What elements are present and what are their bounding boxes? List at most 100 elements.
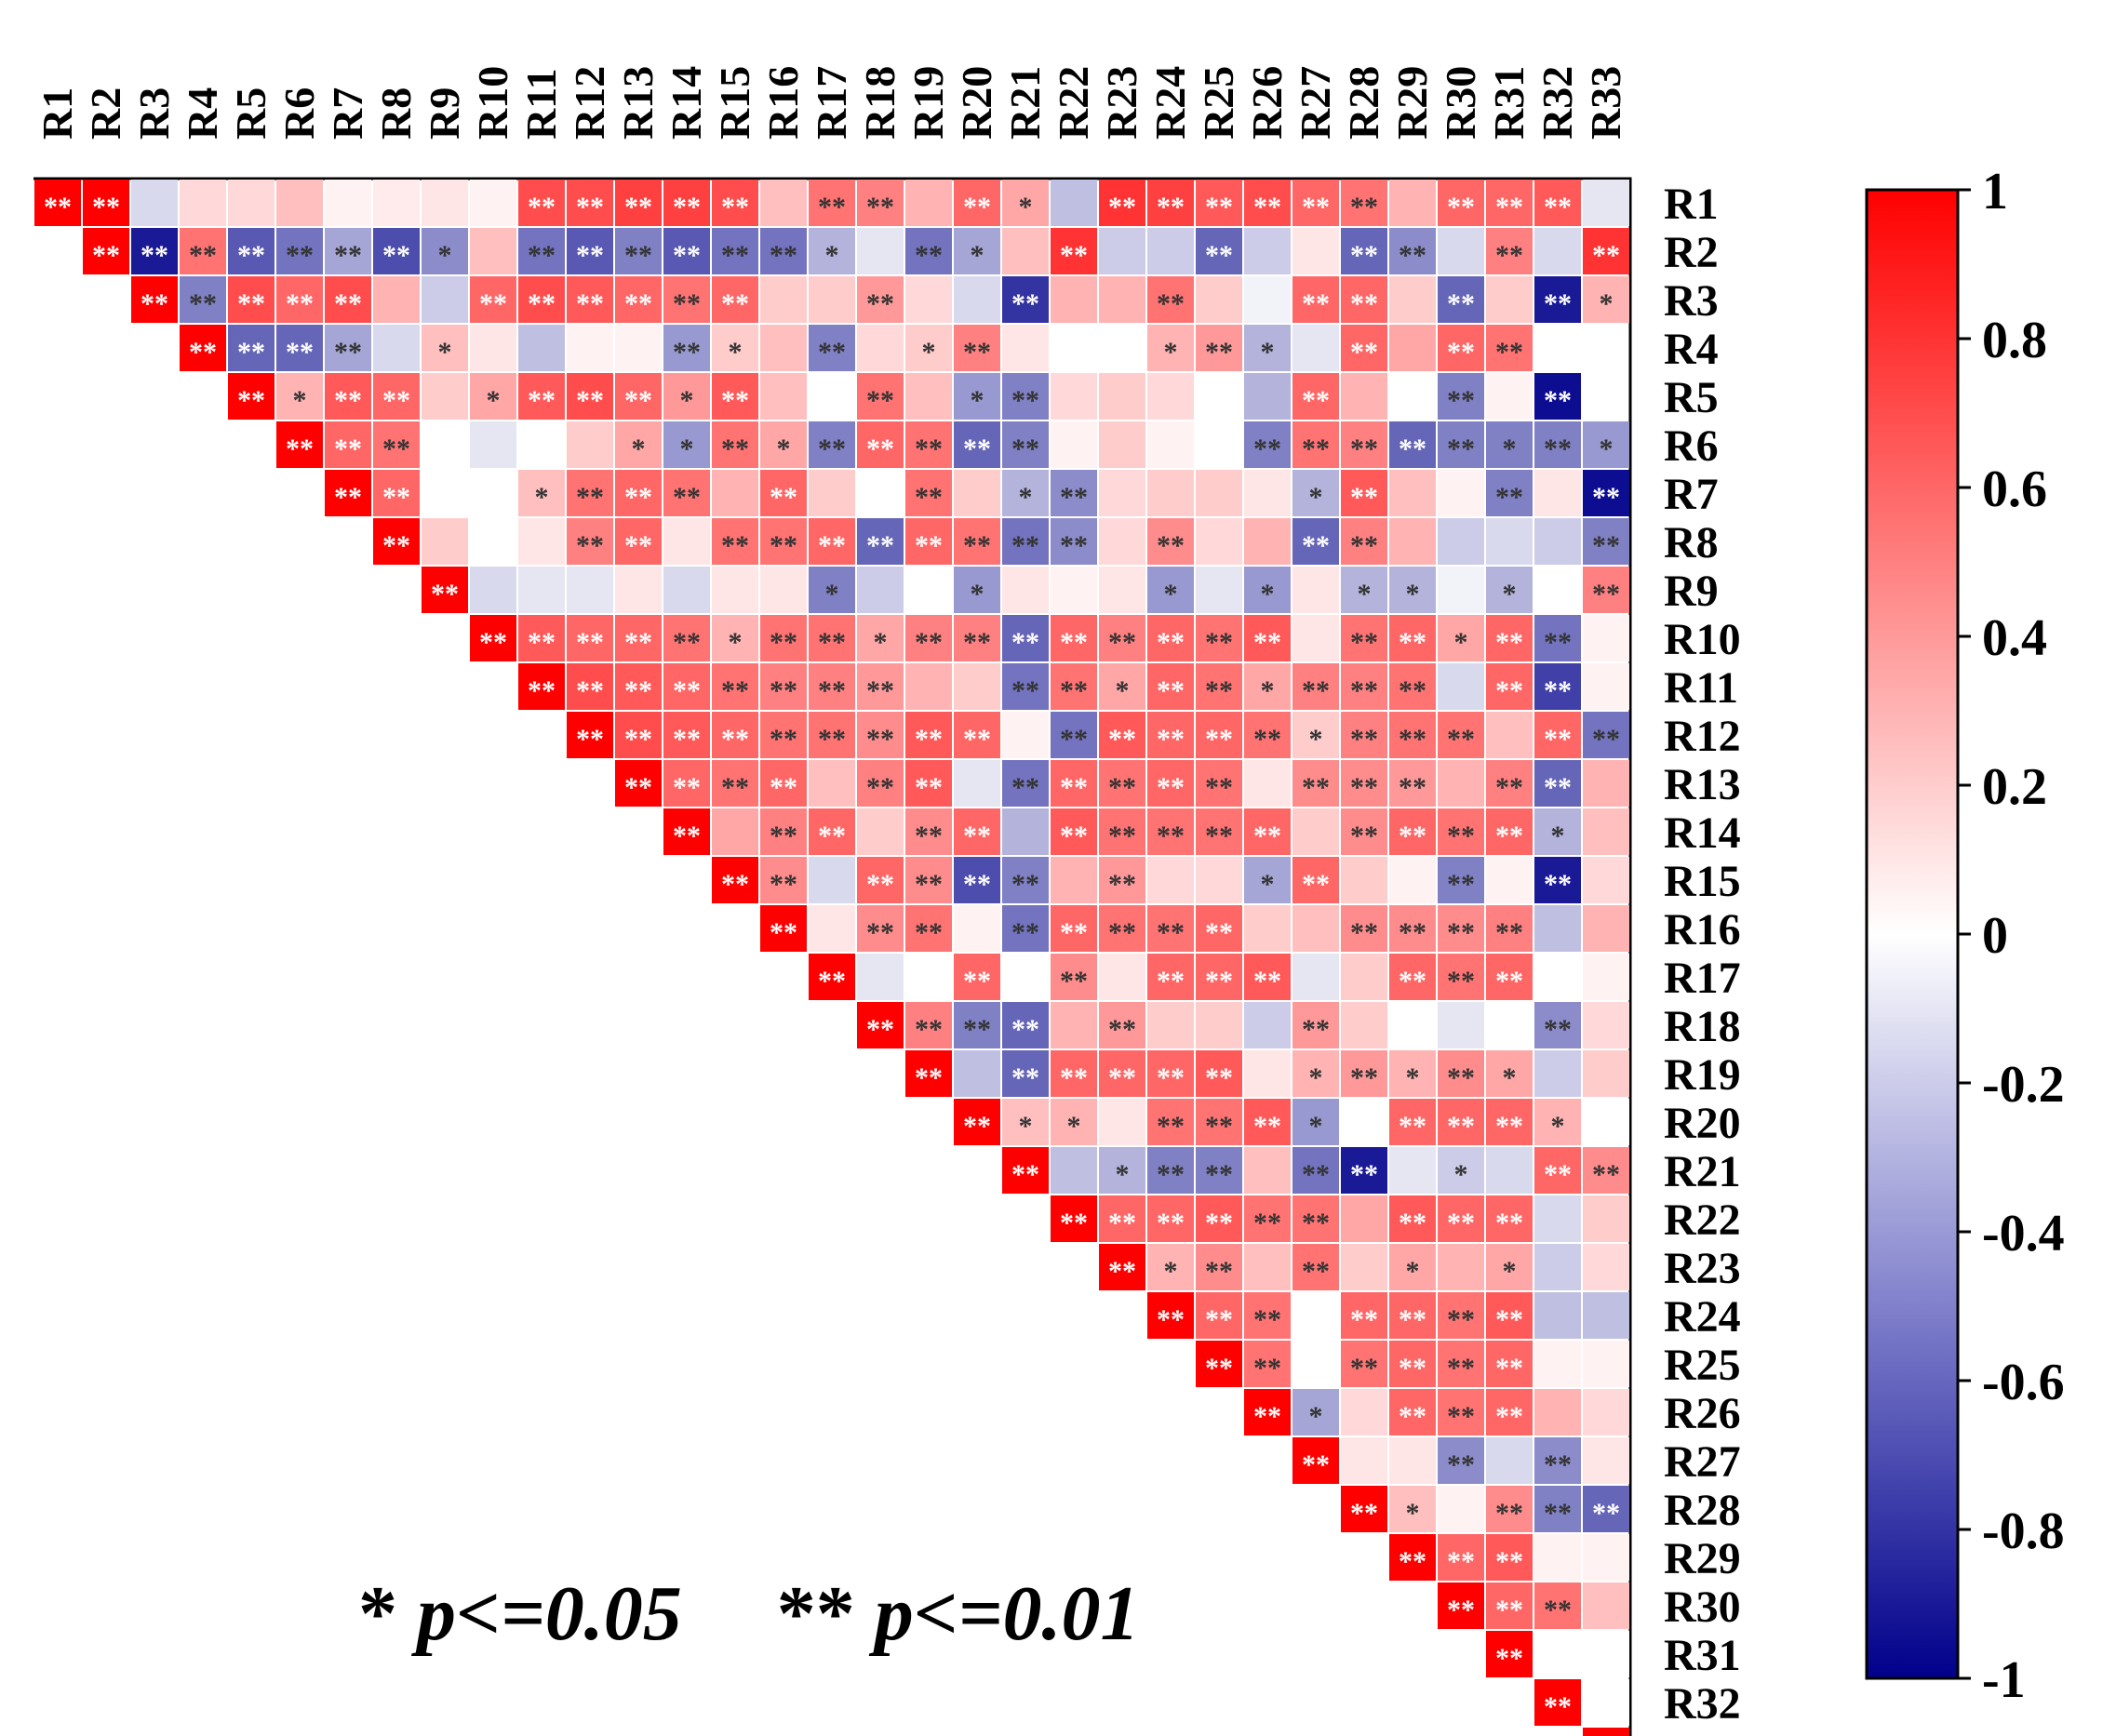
cell-R3-R6 bbox=[276, 276, 323, 323]
cell-sig-R10-R17: ** bbox=[818, 627, 846, 658]
cell-R6-R21 bbox=[1002, 421, 1049, 468]
cell-R11-R25 bbox=[1196, 663, 1242, 710]
cell-sig-R12-R24: ** bbox=[1157, 724, 1185, 754]
cell-R24-R24 bbox=[1147, 1292, 1194, 1339]
cell-R1-R3 bbox=[131, 180, 178, 226]
cell-R16-R26 bbox=[1244, 905, 1291, 952]
cell-R6-R23 bbox=[1099, 421, 1145, 468]
cell-sig-R11-R11: ** bbox=[528, 675, 556, 706]
cell-R12-R12 bbox=[567, 712, 613, 758]
cell-R11-R30 bbox=[1438, 663, 1484, 710]
cell-R2-R32 bbox=[1534, 228, 1581, 274]
cell-R2-R18 bbox=[857, 228, 904, 274]
cell-R3-R18 bbox=[857, 276, 904, 323]
cell-R6-R16 bbox=[760, 421, 807, 468]
cell-R15-R19 bbox=[905, 857, 952, 903]
cell-R9-R27 bbox=[1292, 567, 1339, 613]
cell-R8-R31 bbox=[1486, 518, 1533, 565]
cell-R13-R21 bbox=[1002, 760, 1049, 807]
cell-sig-R5-R20: * bbox=[971, 385, 984, 416]
cell-R15-R30 bbox=[1438, 857, 1484, 903]
cell-sig-R25-R28: ** bbox=[1350, 1353, 1378, 1383]
cell-sig-R13-R19: ** bbox=[915, 772, 943, 803]
cell-sig-R2-R31: ** bbox=[1495, 240, 1523, 271]
cell-R5-R31 bbox=[1486, 373, 1533, 420]
cell-sig-R6-R7: ** bbox=[334, 434, 362, 464]
cell-sig-R8-R33: ** bbox=[1592, 530, 1620, 561]
cell-sig-R21-R27: ** bbox=[1302, 1159, 1330, 1190]
row-labels: R1R2R3R4R5R6R7R8R9R10R11R12R13R14R15R16R… bbox=[1664, 180, 1741, 1736]
cell-R20-R31 bbox=[1486, 1099, 1533, 1145]
cell-R27-R31 bbox=[1486, 1437, 1533, 1484]
cell-R13-R17 bbox=[809, 760, 855, 807]
cell-R10-R13 bbox=[615, 615, 662, 661]
cell-R24-R33 bbox=[1583, 1292, 1629, 1339]
cell-sig-R10-R24: ** bbox=[1157, 627, 1185, 658]
cell-R29-R32 bbox=[1534, 1534, 1581, 1581]
cell-R18-R18 bbox=[857, 1002, 904, 1048]
cell-R2-R30 bbox=[1438, 228, 1484, 274]
cell-R11-R31 bbox=[1486, 663, 1533, 710]
cell-R14-R24 bbox=[1147, 808, 1194, 855]
cell-sig-R9-R20: * bbox=[971, 579, 984, 609]
cell-sig-R11-R12: ** bbox=[576, 675, 604, 706]
cell-R8-R27 bbox=[1292, 518, 1339, 565]
cell-R12-R20 bbox=[954, 712, 1000, 758]
cell-R4-R13 bbox=[615, 325, 662, 371]
cell-R21-R29 bbox=[1389, 1147, 1436, 1194]
cell-sig-R13-R14: ** bbox=[673, 772, 701, 803]
cell-R21-R25 bbox=[1196, 1147, 1242, 1194]
cell-sig-R1-R32: ** bbox=[1544, 192, 1572, 222]
cell-sig-R8-R21: ** bbox=[1011, 530, 1039, 561]
cell-R2-R9 bbox=[422, 228, 468, 274]
cell-R12-R25 bbox=[1196, 712, 1242, 758]
cell-sig-R28-R28: ** bbox=[1350, 1498, 1378, 1529]
cell-R15-R16 bbox=[760, 857, 807, 903]
cell-R14-R18 bbox=[857, 808, 904, 855]
cell-R7-R29 bbox=[1389, 470, 1436, 516]
cell-sig-R13-R32: ** bbox=[1544, 772, 1572, 803]
cell-R6-R31 bbox=[1486, 421, 1533, 468]
col-label-R28: R28 bbox=[1340, 66, 1387, 140]
cell-R14-R28 bbox=[1341, 808, 1387, 855]
cell-sig-R24-R26: ** bbox=[1253, 1304, 1281, 1335]
cell-sig-R3-R14: ** bbox=[673, 288, 701, 319]
cell-sig-R10-R13: ** bbox=[624, 627, 652, 658]
cell-R10-R27 bbox=[1292, 615, 1339, 661]
cell-sig-R1-R26: ** bbox=[1253, 192, 1281, 222]
cell-sig-R23-R31: * bbox=[1503, 1256, 1517, 1287]
cell-sig-R20-R30: ** bbox=[1447, 1111, 1475, 1142]
cell-sig-R23-R25: ** bbox=[1205, 1256, 1233, 1287]
cell-sig-R5-R12: ** bbox=[576, 385, 604, 416]
cell-sig-R26-R31: ** bbox=[1495, 1401, 1523, 1432]
cell-sig-R17-R20: ** bbox=[963, 966, 991, 996]
cell-R14-R23 bbox=[1099, 808, 1145, 855]
cell-R10-R22 bbox=[1051, 615, 1097, 661]
cell-sig-R17-R17: ** bbox=[818, 966, 846, 996]
cell-sig-R5-R15: ** bbox=[721, 385, 749, 416]
cell-R13-R33 bbox=[1583, 760, 1629, 807]
cell-sig-R19-R28: ** bbox=[1350, 1062, 1378, 1093]
cell-R26-R30 bbox=[1438, 1389, 1484, 1436]
cell-R32-R32 bbox=[1534, 1679, 1581, 1726]
cell-sig-R10-R23: ** bbox=[1108, 627, 1136, 658]
cell-R7-R31 bbox=[1486, 470, 1533, 516]
cell-sig-R20-R29: ** bbox=[1399, 1111, 1426, 1142]
cell-sig-R1-R20: ** bbox=[963, 192, 991, 222]
cell-sig-R15-R18: ** bbox=[866, 869, 894, 900]
cell-R15-R24 bbox=[1147, 857, 1194, 903]
cell-R17-R27 bbox=[1292, 954, 1339, 1000]
cell-R9-R13 bbox=[615, 567, 662, 613]
cell-sig-R25-R31: ** bbox=[1495, 1353, 1523, 1383]
cell-R25-R26 bbox=[1244, 1341, 1291, 1387]
cell-R14-R20 bbox=[954, 808, 1000, 855]
cell-R25-R32 bbox=[1534, 1341, 1581, 1387]
cell-sig-R9-R9: ** bbox=[431, 579, 459, 609]
cell-R22-R23 bbox=[1099, 1195, 1145, 1242]
cell-sig-R12-R32: ** bbox=[1544, 724, 1572, 754]
cell-R6-R12 bbox=[567, 421, 613, 468]
cell-R16-R21 bbox=[1002, 905, 1049, 952]
cell-sig-R12-R27: * bbox=[1309, 724, 1323, 754]
cell-sig-R29-R30: ** bbox=[1447, 1546, 1475, 1577]
row-label-R29: R29 bbox=[1664, 1534, 1741, 1583]
